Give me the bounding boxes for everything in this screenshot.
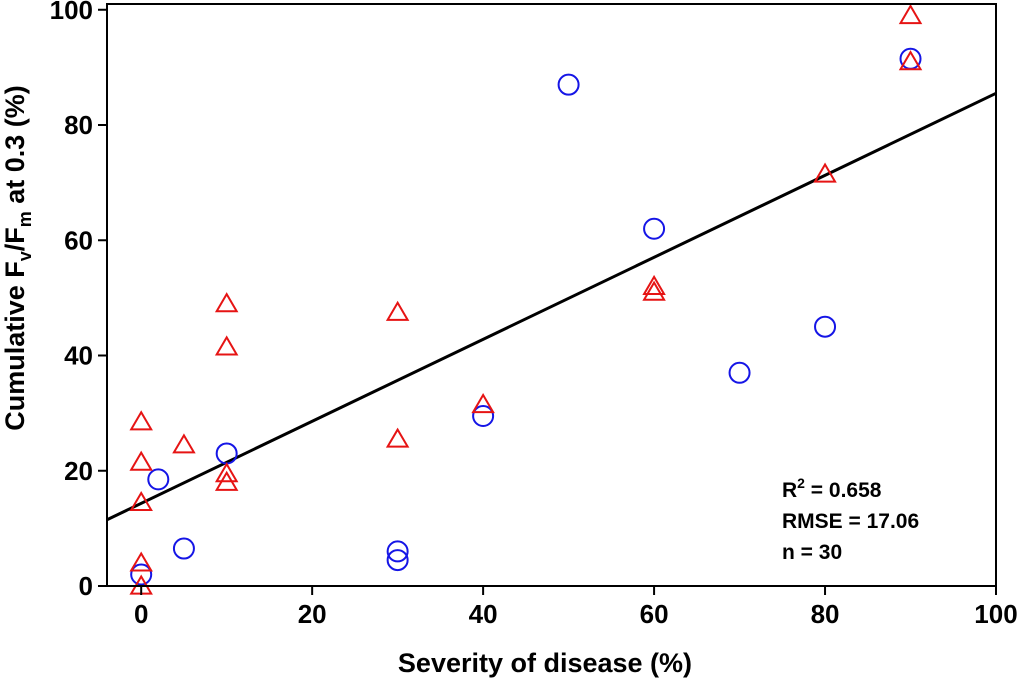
data-point-triangle <box>129 551 153 572</box>
y-tick-label: 0 <box>79 571 93 601</box>
data-point-circle <box>814 315 837 338</box>
y-tick-label: 20 <box>64 456 93 486</box>
y-axis-title-sub2: m <box>15 211 35 227</box>
data-point-triangle <box>898 50 923 71</box>
x-tick-label: 60 <box>640 599 669 629</box>
data-point-circle <box>643 217 666 240</box>
fit-layer <box>106 91 997 522</box>
data-point-triangle <box>385 300 410 321</box>
r-squared-sup: 2 <box>797 475 805 491</box>
data-point-triangle <box>642 280 666 301</box>
data-point-triangle <box>642 274 666 295</box>
x-axis-title: Severity of disease (%) <box>398 648 692 678</box>
y-tick-label: 40 <box>64 341 93 371</box>
stats-annotation: R2 = 0.658 RMSE = 17.06 n = 30 <box>782 475 919 564</box>
x-tick-label: 80 <box>811 599 840 629</box>
y-tick-label: 60 <box>64 225 93 255</box>
y-axis-title-mid: /F <box>0 227 30 251</box>
y-axis-title-sub1: v <box>15 251 35 261</box>
points-layer <box>129 4 923 595</box>
data-point-triangle <box>214 462 239 483</box>
ticks-layer: 0 20 40 60 80 100 0 20 40 60 80 100 <box>50 0 1018 629</box>
data-point-triangle <box>129 410 153 431</box>
data-point-circle <box>557 73 580 96</box>
x-tick-label: 20 <box>298 599 327 629</box>
y-axis-title-pre: Cumulative F <box>0 261 30 431</box>
data-point-triangle <box>172 433 196 454</box>
data-point-circle <box>130 563 153 586</box>
rmse-label: RMSE = 17.06 <box>782 510 919 533</box>
data-point-triangle <box>385 427 410 448</box>
y-axis-title-post: at 0.3 (%) <box>0 85 30 211</box>
data-point-circle <box>386 549 409 572</box>
data-point-triangle <box>214 292 239 313</box>
data-point-circle <box>172 537 195 560</box>
data-point-circle <box>472 405 495 428</box>
data-point-circle <box>215 442 238 465</box>
y-tick-label: 80 <box>64 110 93 140</box>
data-point-triangle <box>813 162 837 183</box>
data-point-triangle <box>129 450 153 471</box>
data-point-circle <box>386 540 409 563</box>
r-squared-r: R <box>782 479 797 502</box>
data-point-triangle <box>214 335 239 356</box>
data-point-triangle <box>471 393 495 414</box>
n-label: n = 30 <box>782 541 842 564</box>
data-point-triangle <box>898 4 923 25</box>
regression-line <box>106 91 997 522</box>
r-squared-value: = 0.658 <box>805 479 882 502</box>
plot-frame <box>106 3 997 587</box>
x-tick-label: 40 <box>469 599 498 629</box>
y-axis-title: Cumulative Fv/Fm at 0.3 (%) <box>0 85 35 431</box>
x-tick-label: 0 <box>134 599 148 629</box>
data-point-circle <box>147 468 170 491</box>
r-squared-label: R2 = 0.658 <box>782 475 882 502</box>
data-point-triangle <box>129 490 153 512</box>
x-tick-label: 100 <box>974 599 1017 629</box>
y-tick-label: 100 <box>50 0 93 25</box>
data-point-circle <box>728 361 751 384</box>
data-point-triangle <box>214 470 239 491</box>
